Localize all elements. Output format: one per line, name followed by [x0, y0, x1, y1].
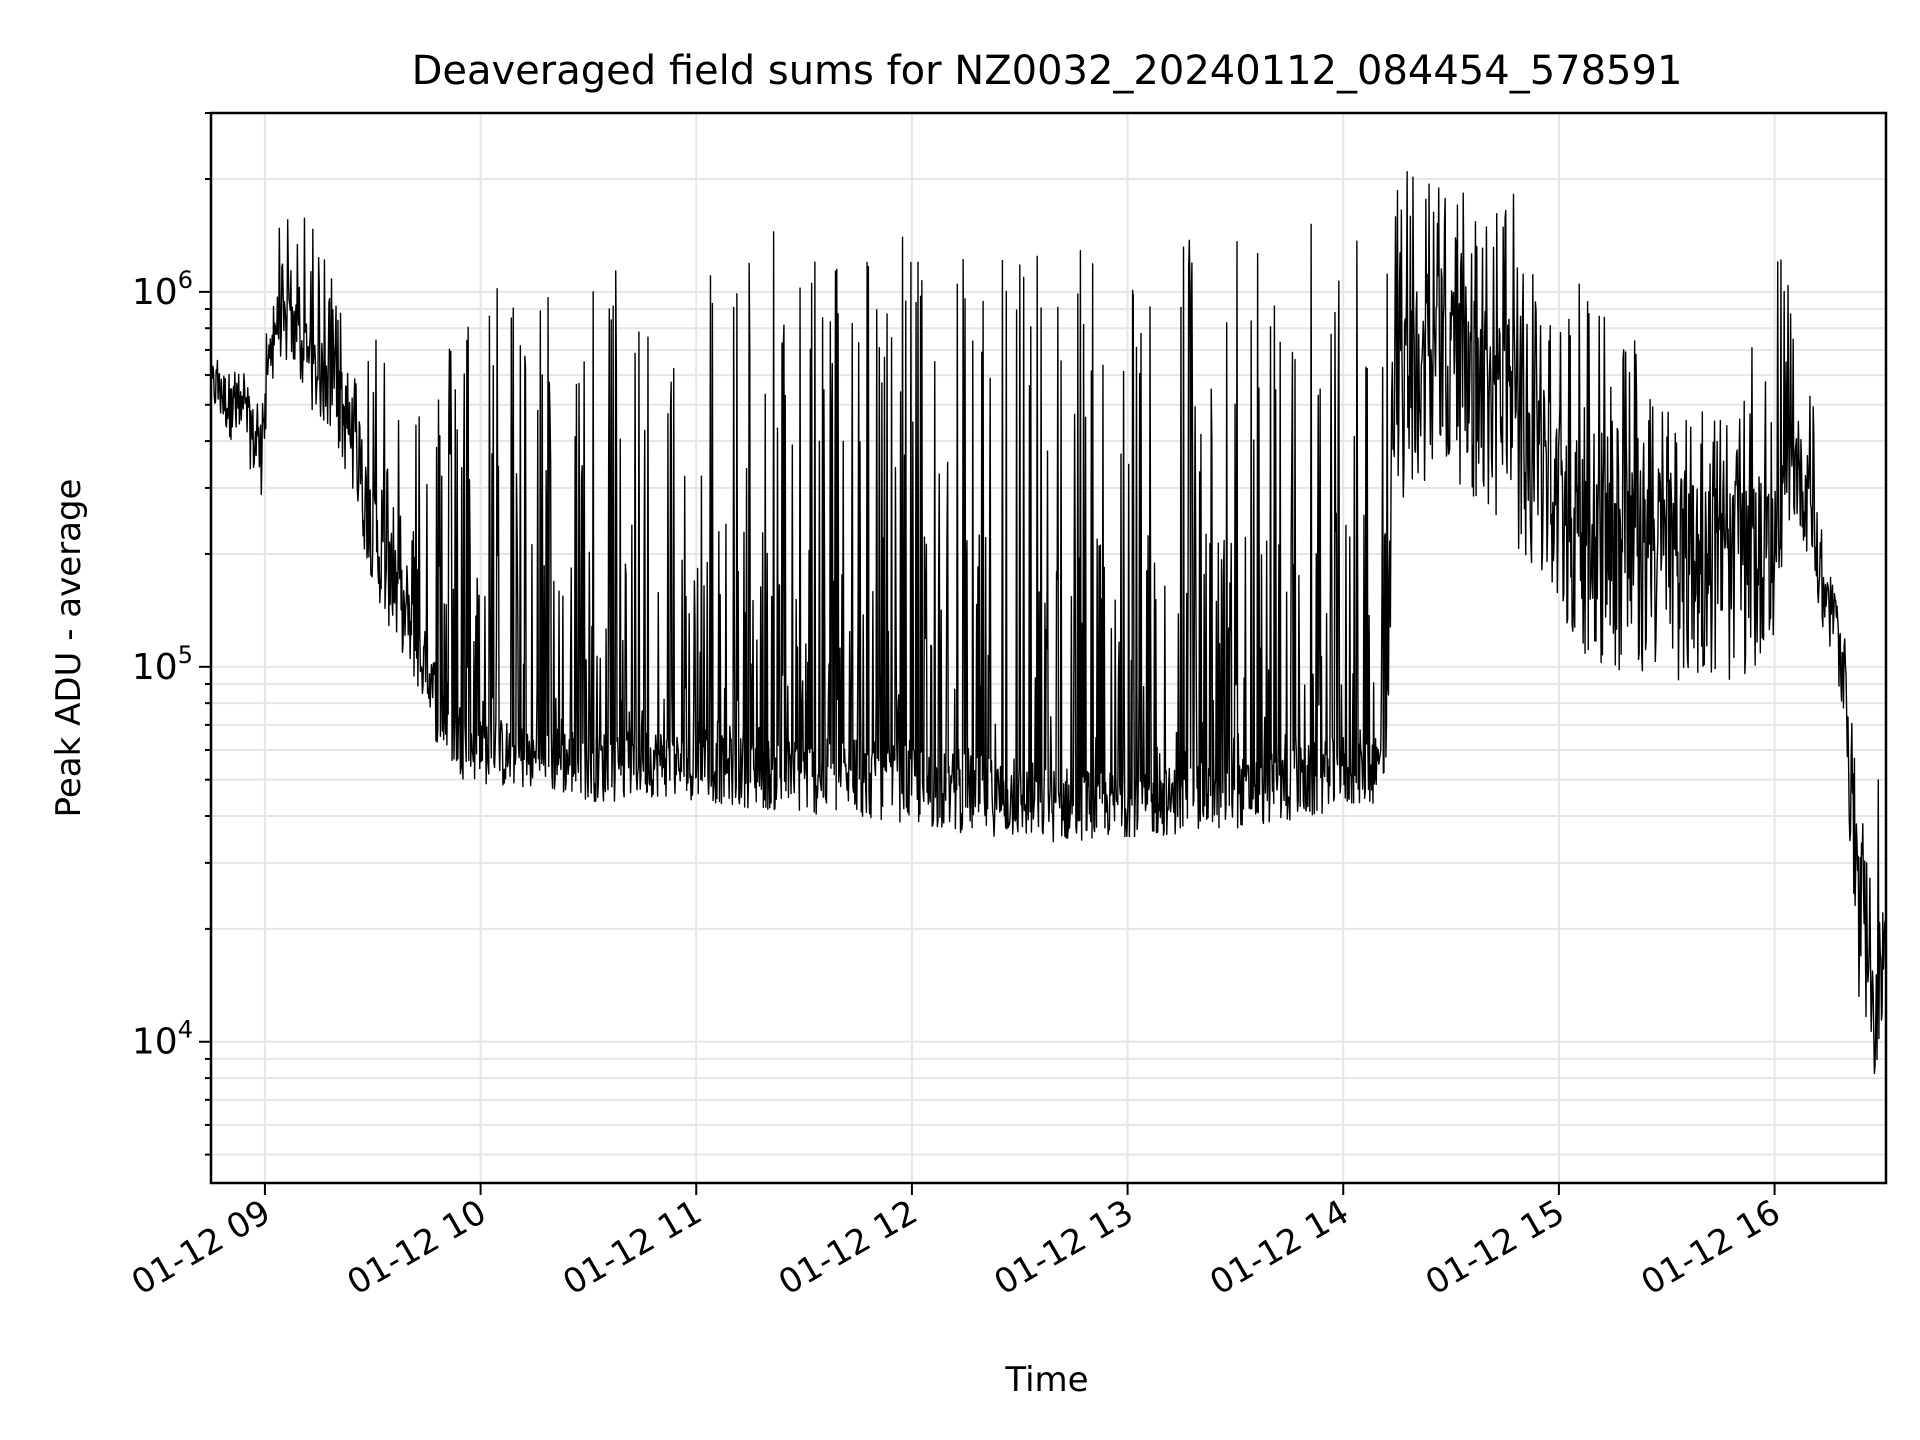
- y-tick-label: 104: [132, 1016, 193, 1063]
- series-line: [210, 170, 1887, 1075]
- y-tick-label: 106: [132, 266, 193, 313]
- x-axis-label: Time: [1004, 1360, 1088, 1400]
- y-tick-label: 105: [132, 641, 193, 688]
- chart-title: Deaveraged field sums for NZ0032_2024011…: [412, 48, 1683, 94]
- y-axis-label: Peak ADU - average: [49, 479, 89, 818]
- y-ticks: 104 105 106: [132, 112, 211, 1156]
- axes-frame: [209, 111, 1888, 1185]
- plot-area: [210, 170, 1887, 1075]
